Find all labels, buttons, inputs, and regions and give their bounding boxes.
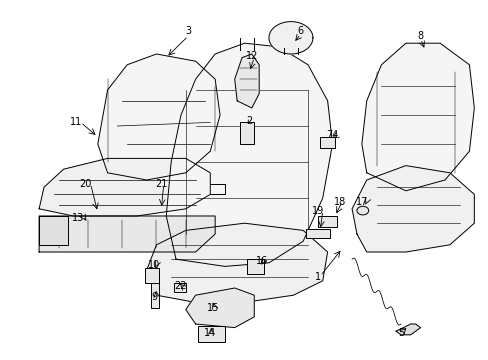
Polygon shape bbox=[351, 166, 473, 252]
Text: 10: 10 bbox=[147, 260, 160, 270]
Text: 8: 8 bbox=[417, 31, 423, 41]
Text: 14: 14 bbox=[203, 328, 216, 338]
Bar bbox=[39, 216, 68, 245]
Text: 11: 11 bbox=[69, 117, 82, 127]
Text: 16: 16 bbox=[255, 256, 267, 266]
Text: 19: 19 bbox=[311, 206, 324, 216]
Bar bbox=[239, 122, 254, 144]
Bar bbox=[144, 268, 159, 283]
Text: 5: 5 bbox=[397, 328, 403, 338]
Text: 17: 17 bbox=[355, 197, 367, 207]
Text: 15: 15 bbox=[206, 303, 219, 313]
Text: 21: 21 bbox=[155, 179, 167, 189]
Circle shape bbox=[356, 206, 368, 215]
Text: 1: 1 bbox=[314, 272, 320, 282]
Text: 18: 18 bbox=[333, 197, 346, 207]
Polygon shape bbox=[146, 223, 327, 302]
Text: 6: 6 bbox=[297, 26, 303, 36]
Text: 3: 3 bbox=[185, 26, 191, 36]
Text: 2: 2 bbox=[246, 116, 252, 126]
Text: 74: 74 bbox=[325, 130, 338, 140]
Bar bbox=[305, 229, 329, 238]
Text: 9: 9 bbox=[151, 292, 157, 302]
Polygon shape bbox=[39, 216, 215, 252]
Polygon shape bbox=[166, 43, 332, 266]
Text: 20: 20 bbox=[79, 179, 92, 189]
Bar bbox=[320, 137, 334, 148]
Bar bbox=[198, 326, 224, 342]
Polygon shape bbox=[39, 158, 210, 216]
Bar bbox=[246, 259, 264, 274]
Polygon shape bbox=[185, 288, 254, 328]
Text: 12: 12 bbox=[245, 51, 258, 61]
Bar bbox=[173, 283, 185, 292]
Polygon shape bbox=[98, 54, 220, 180]
Bar bbox=[150, 275, 159, 308]
Text: 13: 13 bbox=[72, 213, 84, 223]
Text: 22: 22 bbox=[174, 281, 187, 291]
Polygon shape bbox=[268, 22, 312, 54]
Polygon shape bbox=[234, 54, 259, 108]
Polygon shape bbox=[395, 324, 420, 335]
Bar bbox=[317, 216, 337, 227]
Polygon shape bbox=[361, 43, 473, 191]
